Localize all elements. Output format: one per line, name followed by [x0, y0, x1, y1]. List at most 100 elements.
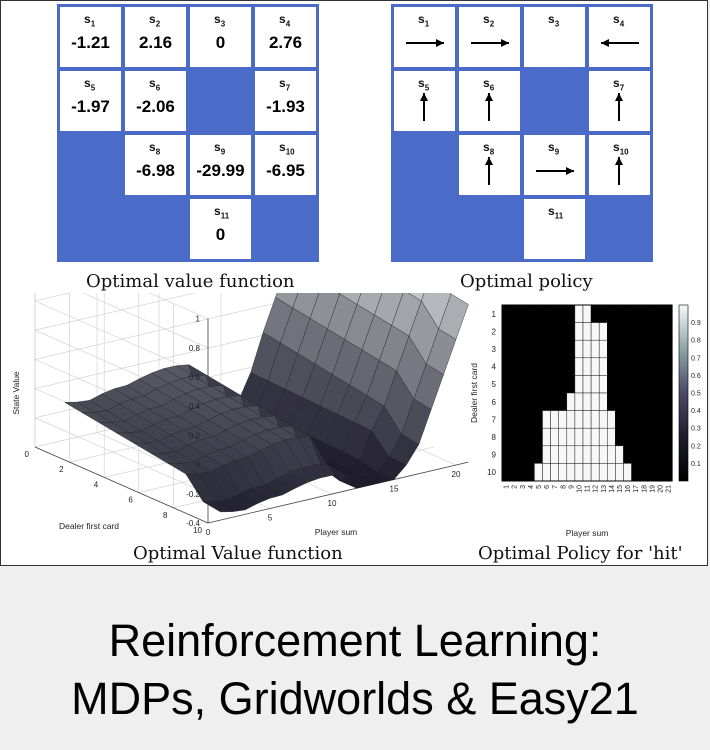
- heatmap-cell: [509, 427, 519, 447]
- heatmap-cell: [501, 339, 511, 359]
- heatmap-ytick: 7: [492, 415, 497, 424]
- heatmap-cell: [655, 427, 665, 447]
- state-index: 3: [554, 19, 560, 29]
- colorbar-tick: 0.7: [691, 355, 701, 362]
- heatmap-cells: [501, 304, 673, 482]
- state-index: 11: [554, 211, 564, 221]
- heatmap-xtick: 20: [657, 485, 664, 493]
- heatmap-cell: [631, 304, 640, 323]
- surface-ztick: 0.4: [189, 402, 201, 411]
- heatmap-cell: [517, 357, 527, 376]
- surface-patch: [339, 293, 362, 305]
- heatmap-cell: [550, 322, 559, 341]
- state-letter: s: [483, 12, 490, 26]
- heatmap-cell: [550, 375, 559, 394]
- surface-patch: [374, 293, 404, 326]
- heatmap-cell: [590, 392, 600, 411]
- state-index: 9: [554, 147, 560, 157]
- state-label: s9: [548, 140, 559, 156]
- heatmap-cell: [639, 463, 649, 482]
- colorbar-tick: 0.6: [691, 373, 701, 380]
- heatmap-cell: [631, 427, 640, 447]
- state-letter: s: [279, 140, 286, 154]
- heatmap-cell: [517, 375, 527, 394]
- heatmap-cell: [566, 304, 576, 323]
- heatmap-cell: [615, 375, 624, 394]
- wall-cell: [190, 71, 251, 131]
- state-letter: s: [483, 76, 490, 90]
- colorbar-tick: 0.2: [691, 443, 701, 450]
- heatmap-cell: [615, 410, 624, 429]
- state-value: -6.95: [266, 161, 305, 180]
- state-value: 0: [215, 33, 226, 52]
- heatmap-cell: [534, 445, 543, 464]
- heatmap-cell: [655, 392, 665, 411]
- heatmap-cell: [558, 304, 568, 323]
- value-function-caption: Optimal value function: [86, 271, 295, 292]
- arrow-right-icon: [471, 39, 509, 47]
- state-label: s8: [149, 140, 160, 156]
- wall-cell: [125, 199, 186, 259]
- state-label: s6: [483, 76, 494, 92]
- heatmap-cell: [655, 445, 665, 464]
- heatmap-cell: [615, 322, 624, 341]
- heatmap-cell: [574, 375, 584, 394]
- heatmap-cell: [582, 427, 592, 447]
- heatmap-cell: [623, 410, 632, 429]
- heatmap-cell: [631, 392, 640, 411]
- heatmap-cell: [655, 339, 665, 359]
- state-value: -2.06: [136, 97, 175, 116]
- state-cell-s2: s2: [459, 7, 520, 67]
- heatmap-cell: [631, 357, 640, 376]
- state-index: 11: [220, 211, 230, 221]
- arrow-right-icon: [406, 39, 444, 47]
- heatmap-cell: [517, 339, 527, 359]
- state-index: 8: [155, 147, 161, 157]
- heatmap-cell: [582, 375, 592, 394]
- heatmap-cell: [598, 427, 608, 447]
- heatmap-cell: [501, 427, 511, 447]
- heatmap-cell: [623, 357, 632, 376]
- surface-ztick: -0.4: [186, 519, 200, 528]
- wall-cell: [60, 135, 121, 195]
- surface-patch: [438, 293, 469, 340]
- heatmap-xtick: 21: [666, 485, 673, 493]
- heatmap-ytick: 1: [492, 310, 497, 319]
- state-index: 4: [285, 19, 291, 29]
- heatmap-cell: [647, 410, 657, 429]
- heatmap-cell: [590, 445, 600, 464]
- state-value: -1.97: [71, 97, 110, 116]
- heatmap-cell: [615, 304, 624, 323]
- heatmap-cell: [607, 445, 616, 464]
- heatmap-cell: [598, 357, 608, 376]
- heatmap-xtick: 5: [536, 485, 543, 489]
- heatmap-cell: [623, 427, 632, 447]
- heatmap-cell: [647, 375, 657, 394]
- heatmap-cell: [655, 463, 665, 482]
- heatmap-cell: [542, 427, 551, 447]
- state-cell-s6: s6: [459, 71, 520, 131]
- surface-ztick: 0: [196, 461, 201, 470]
- heatmap-cell: [526, 445, 535, 464]
- heatmap-xtick: 10: [576, 485, 583, 493]
- heatmap-cell: [582, 339, 592, 359]
- state-letter: s: [149, 76, 156, 90]
- colorbar: [678, 304, 689, 482]
- surface-ytick: 10: [193, 526, 202, 535]
- wall-cell: [459, 199, 520, 259]
- surface-ylabel: Dealer first card: [59, 521, 119, 531]
- heatmap-cell: [574, 339, 584, 359]
- arrow-up-icon: [485, 157, 493, 185]
- state-index: 6: [155, 83, 161, 93]
- heatmap-xtick: 12: [593, 485, 600, 493]
- policy-caption: Optimal policy: [460, 271, 593, 292]
- state-cell-s11: s11 0: [190, 199, 251, 259]
- heatmap-cell: [598, 392, 608, 411]
- heatmap-xtick: 11: [585, 485, 592, 492]
- state-index: 7: [285, 83, 291, 93]
- heatmap-cell: [639, 392, 649, 411]
- heatmap-xtick: 9: [568, 485, 575, 489]
- heatmap-cell: [501, 357, 511, 376]
- state-index: 2: [489, 19, 495, 29]
- heatmap-ytick: 4: [492, 363, 497, 372]
